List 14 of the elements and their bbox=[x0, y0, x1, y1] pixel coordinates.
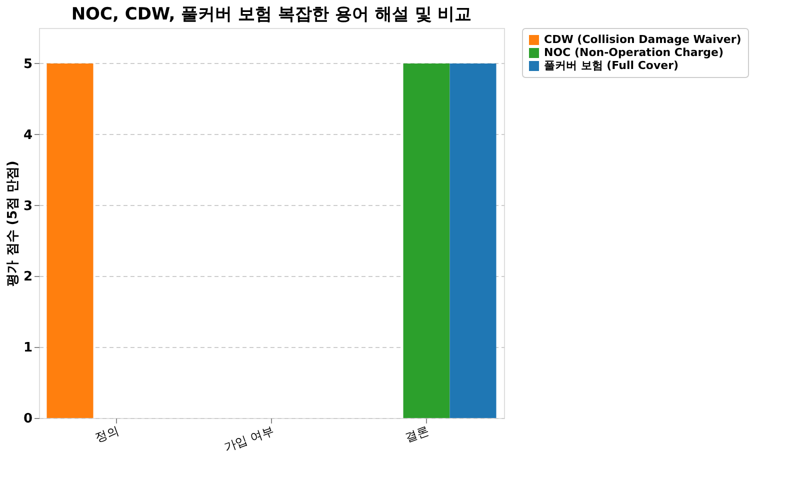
legend-label: CDW (Collision Damage Waiver) bbox=[544, 33, 742, 46]
legend-label: 풀커버 보험 (Full Cover) bbox=[544, 59, 679, 72]
y-tick-label: 1 bbox=[23, 340, 32, 356]
x-tick-label: 정의 bbox=[93, 424, 121, 445]
y-tick-label: 4 bbox=[23, 128, 32, 143]
x-tick-label: 가입 여부 bbox=[222, 424, 276, 455]
x-tick-label: 결론 bbox=[403, 424, 431, 445]
y-tick-label: 0 bbox=[23, 412, 32, 426]
y-axis-title: 평가 점수 (5점 만점) bbox=[5, 160, 20, 286]
y-tick-label: 3 bbox=[23, 198, 32, 214]
chart-title: NOC, CDW, 풀커버 보험 복잡한 용어 해설 및 비교 bbox=[71, 4, 472, 24]
y-tick-label: 5 bbox=[23, 56, 32, 72]
y-tick-label: 2 bbox=[23, 270, 32, 285]
legend-label: NOC (Non-Operation Charge) bbox=[544, 46, 724, 59]
